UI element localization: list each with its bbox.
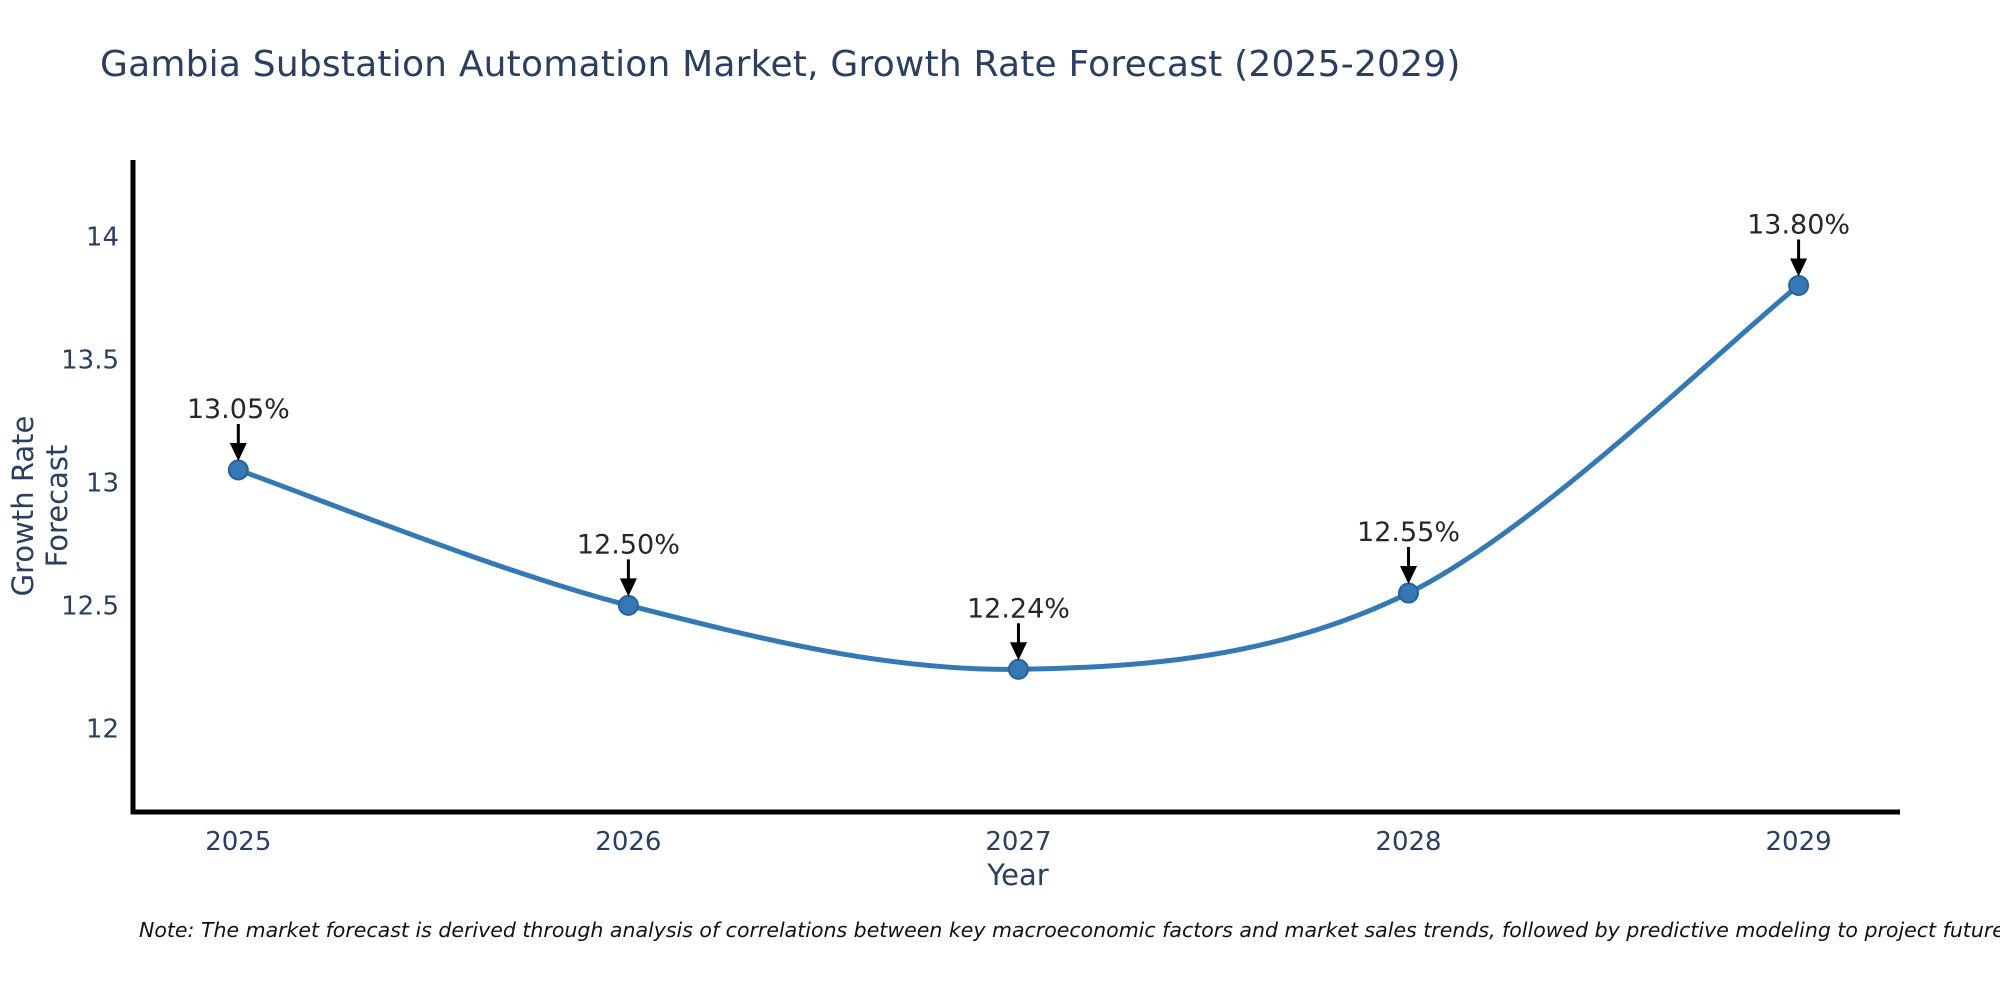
y-tick-label: 14 xyxy=(86,222,119,252)
y-tick-label: 13 xyxy=(86,468,119,498)
data-point-marker xyxy=(1788,274,1810,296)
y-tick-label: 12 xyxy=(86,714,119,744)
y-tick-label: 12.5 xyxy=(61,591,119,621)
data-point-value-label: 12.50% xyxy=(577,529,680,560)
annotation-arrow-head xyxy=(619,578,637,597)
data-point-marker xyxy=(617,594,639,616)
annotation-arrow-head xyxy=(1790,258,1808,277)
y-axis-title: Growth Rate Forecast xyxy=(6,415,74,597)
data-point-marker xyxy=(227,459,249,481)
footnote: Note: The market forecast is derived thr… xyxy=(139,918,2000,942)
chart-title: Gambia Substation Automation Market, Gro… xyxy=(100,44,1461,85)
x-tick-label: 2029 xyxy=(1765,827,1831,857)
data-point-value-label: 13.05% xyxy=(187,394,290,425)
data-point-value-label: 12.55% xyxy=(1357,517,1460,548)
x-tick-label: 2027 xyxy=(985,827,1051,857)
data-point-value-label: 12.24% xyxy=(967,593,1070,624)
data-point-marker xyxy=(1007,658,1029,680)
annotation-arrow-head xyxy=(229,443,247,462)
data-point-value-label: 13.80% xyxy=(1747,209,1850,240)
annotation-arrow-head xyxy=(1009,642,1027,661)
x-axis-title: Year xyxy=(987,858,1049,892)
x-tick-label: 2025 xyxy=(205,827,271,857)
annotation-arrow-head xyxy=(1400,566,1418,585)
y-tick-label: 13.5 xyxy=(61,345,119,375)
data-point-marker xyxy=(1398,582,1420,604)
x-tick-label: 2026 xyxy=(595,827,661,857)
x-tick-label: 2028 xyxy=(1375,827,1441,857)
